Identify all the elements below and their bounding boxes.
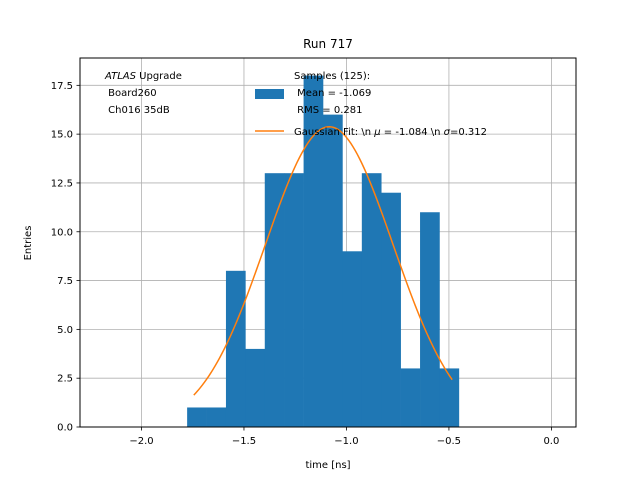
legend-fit-part-1: Gaussian Fit: \n [294, 127, 374, 138]
histogram-bar [322, 114, 343, 427]
legend-histogram-line2: Mean = -1.069 [294, 88, 371, 99]
gaussian-fit-line [193, 125, 453, 396]
legend-fit-sigma: σ [444, 127, 451, 138]
histogram-bar [245, 348, 266, 427]
histogram-bar [400, 368, 421, 427]
x-tick-label: −2.0 [129, 436, 153, 447]
y-tick-label: 12.5 [51, 178, 73, 189]
atlas-annotation-line2: Board260 [105, 88, 157, 99]
legend-fit-mu: μ [373, 127, 380, 138]
histogram-bar [361, 173, 382, 427]
x-tick-label: 0.0 [543, 436, 559, 447]
legend-fit-part-3: =0.312 [450, 127, 487, 138]
x-tick-label: −1.0 [334, 436, 358, 447]
chart-title: Run 717 [303, 37, 353, 51]
histogram-bar [439, 368, 460, 427]
y-tick-label: 17.5 [51, 81, 73, 92]
x-axis-ticks: −2.0 −1.5 −1.0 −0.5 0.0 [129, 427, 559, 447]
plot-frame [79, 57, 577, 428]
legend: Samples (125): Mean = -1.069 RMS = 0.281… [255, 71, 487, 138]
histogram-bar [284, 173, 304, 427]
y-tick-label: 2.5 [57, 374, 73, 385]
y-axis-ticks: 0.0 2.5 5.0 7.5 10.0 12.5 15.0 17.5 [51, 81, 80, 434]
y-tick-label: 15.0 [51, 130, 73, 141]
y-tick-label: 10.0 [51, 227, 73, 238]
y-axis-label: Entries [23, 226, 34, 261]
legend-histogram-line3: RMS = 0.281 [294, 105, 362, 116]
atlas-annotation-line3: Ch016 35dB [105, 105, 170, 116]
histogram-bar [264, 173, 285, 427]
atlas-annotation-line1: ATLAS Upgrade [104, 71, 182, 82]
histogram-bar [381, 192, 401, 427]
upgrade-label: Upgrade [136, 71, 182, 82]
histogram-bar [303, 75, 324, 428]
histogram-bar [187, 407, 207, 427]
x-axis-label: time [ns] [305, 460, 350, 471]
y-tick-label: 0.0 [57, 423, 73, 434]
legend-fit-label: Gaussian Fit: \n μ = -1.084 \n σ=0.312 [294, 127, 487, 138]
histogram-bar [342, 251, 363, 427]
y-tick-label: 5.0 [57, 325, 73, 336]
y-tick-label: 7.5 [57, 276, 73, 287]
histogram-bar [206, 407, 227, 427]
gaussian-fit-layer [193, 125, 453, 396]
legend-histogram-swatch [255, 89, 284, 99]
x-tick-label: −0.5 [437, 436, 461, 447]
x-tick-label: −1.5 [232, 436, 256, 447]
atlas-label: ATLAS [104, 71, 137, 82]
legend-fit-part-2: = -1.084 \n [381, 127, 444, 138]
legend-histogram-line1: Samples (125): [294, 71, 370, 82]
histogram-bar [420, 212, 440, 427]
histogram-bar [225, 270, 246, 427]
